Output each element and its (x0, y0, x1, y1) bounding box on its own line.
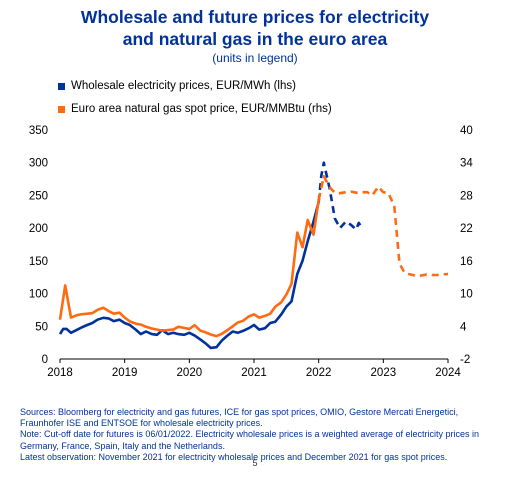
footnote-line: Fraunhofer ISE and ENTSOE for wholesale … (20, 418, 263, 429)
y-right-tick-label: 10 (460, 289, 473, 301)
electricity-price-line (58, 201, 320, 350)
y-left-tick-label: 100 (29, 289, 48, 301)
chart-subtitle: (units in legend) (212, 51, 298, 65)
y-right-tick-label: 40 (460, 125, 473, 137)
x-tick-label: 2021 (241, 367, 267, 379)
y-left-tick-label: 150 (29, 256, 48, 268)
legend-item-gas: Euro area natural gas spot price, EUR/MM… (58, 101, 332, 117)
chart-title: Wholesale and future prices for electric… (0, 6, 510, 50)
gas-price-futures-line (317, 175, 449, 277)
x-tick-label: 2024 (435, 367, 461, 379)
footnote-line: Note: Cut-off date for futures is 06/01/… (20, 429, 480, 440)
y-right-tick-label: 34 (460, 158, 473, 170)
chart-title-line-2: and natural gas in the euro area (122, 29, 388, 49)
x-tick-label: 2023 (371, 367, 397, 379)
y-right-tick-label: 4 (460, 321, 467, 333)
chart-footnotes: Sources: Bloomberg for electricity and g… (20, 407, 502, 463)
footnote-line: Latest observation: November 2021 for el… (20, 451, 448, 462)
gas-price-line (58, 199, 320, 338)
electricity-price-futures-line (317, 161, 364, 231)
footnote-line: Germany, France, Spain, Italy and the Ne… (20, 440, 225, 451)
page-number: 5 (252, 458, 258, 468)
footnote-line: Sources: Bloomberg for electricity and g… (20, 407, 459, 417)
line-chart: 2018 2019 2020 2021 2022 2023 2024 0 50 100 150 200… (29, 125, 474, 379)
legend-swatch-electricity (58, 82, 65, 90)
y-left-tick-label: 300 (29, 158, 48, 170)
y-right-tick-label: 16 (460, 256, 473, 268)
legend-label-electricity: Wholesale electricity prices, EUR/MWh (l… (71, 80, 296, 92)
x-tick-label: 2020 (177, 367, 203, 379)
y-left-tick-label: 0 (42, 354, 48, 366)
y-left-tick-label: 250 (29, 190, 48, 202)
chart-title-line-1: Wholesale and future prices for electric… (80, 7, 430, 27)
x-tick-label: 2018 (47, 367, 73, 379)
legend-label-gas: Euro area natural gas spot price, EUR/MM… (71, 103, 332, 115)
y-left-tick-label: 50 (35, 321, 48, 333)
y-right-tick-label: 28 (460, 190, 473, 202)
y-left-tick-label: 350 (29, 125, 48, 137)
legend: Wholesale electricity prices, EUR/MWh (l… (58, 78, 332, 124)
y-right-tick-label: -2 (460, 354, 470, 366)
x-tick-label: 2022 (306, 367, 332, 379)
legend-swatch-gas (58, 105, 65, 113)
legend-item-electricity: Wholesale electricity prices, EUR/MWh (l… (58, 78, 332, 94)
x-tick-label: 2019 (112, 367, 138, 379)
y-left-tick-label: 200 (29, 223, 48, 235)
y-right-tick-label: 22 (460, 223, 473, 235)
